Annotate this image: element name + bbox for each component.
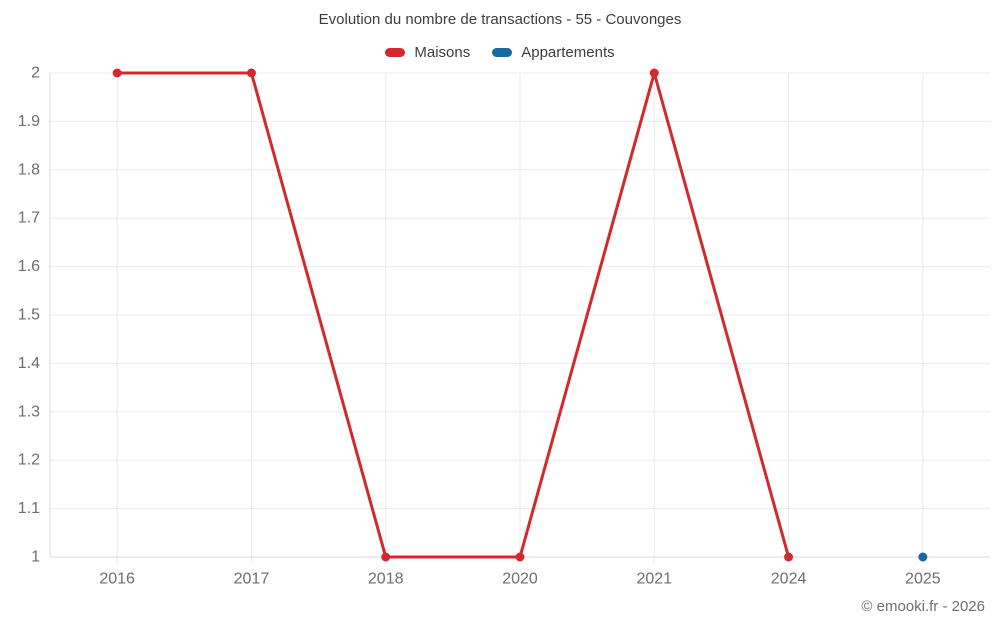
x-tick-label: 2016 [99, 571, 135, 588]
data-point[interactable] [112, 68, 122, 78]
y-tick-label: 1.7 [18, 210, 40, 227]
legend-label-maisons: Maisons [414, 44, 471, 61]
maisons-legend-marker-icon [385, 48, 406, 57]
y-tick-label: 1.4 [18, 355, 40, 372]
data-point[interactable] [246, 68, 256, 78]
data-point[interactable] [515, 552, 525, 562]
y-tick-label: 1.3 [18, 403, 40, 420]
gridlines [50, 72, 990, 563]
legend-label-appartements: Appartements [521, 44, 615, 61]
x-tick-label: 2024 [771, 571, 807, 588]
data-point[interactable] [649, 68, 659, 78]
y-tick-label: 1.5 [18, 307, 40, 324]
axis-tick-labels: 1 1.1 1.2 1.3 1.4 1.5 1.6 1.7 1.8 1.9 2 2016 2017 201… [18, 65, 941, 588]
series-appartements [918, 552, 928, 562]
y-tick-label: 2 [31, 65, 40, 82]
copyright-text: © emooki.fr - 2026 [861, 598, 985, 615]
legend-item-maisons[interactable]: Maisons [385, 44, 470, 61]
series-line [115, 71, 791, 559]
y-tick-label: 1.6 [18, 258, 40, 275]
data-point[interactable] [381, 552, 391, 562]
page-title: Evolution du nombre de transactions - 55… [318, 11, 682, 28]
legend: Maisons Appartements [0, 44, 1000, 61]
y-tick-label: 1.1 [18, 500, 40, 517]
data-point[interactable] [784, 552, 794, 562]
x-tick-label: 2020 [502, 571, 538, 588]
data-point[interactable] [918, 552, 928, 562]
x-tick-label: 2021 [636, 571, 672, 588]
y-tick-label: 1 [31, 549, 40, 566]
y-tick-label: 1.9 [18, 113, 40, 130]
legend-item-appartements[interactable]: Appartements [492, 44, 615, 61]
series-maisons [112, 68, 794, 562]
y-tick-label: 1.2 [18, 452, 40, 469]
y-tick-label: 1.8 [18, 161, 40, 178]
x-tick-label: 2025 [905, 571, 941, 588]
x-tick-label: 2018 [368, 571, 404, 588]
appartements-legend-marker-icon [492, 48, 513, 57]
x-tick-label: 2017 [234, 571, 270, 588]
